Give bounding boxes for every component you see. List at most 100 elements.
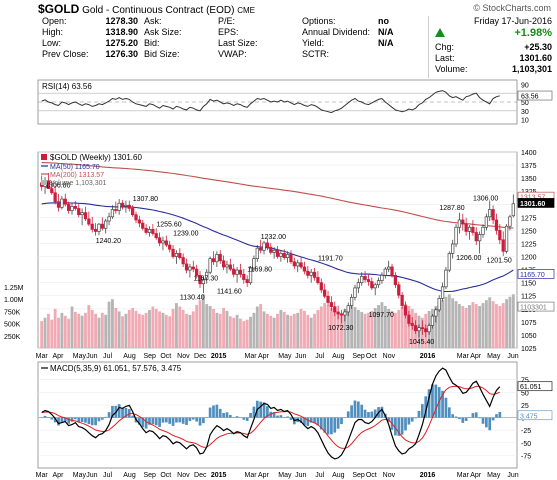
candle-body xyxy=(147,229,152,233)
candle-body xyxy=(504,225,509,252)
candle-body xyxy=(151,229,155,234)
quote-label: Open: xyxy=(42,16,67,26)
candle-body xyxy=(457,219,462,228)
candle-body xyxy=(134,214,138,221)
candle-body xyxy=(67,203,71,211)
candle-body xyxy=(451,243,455,254)
x-tick-label-bottom: Apr xyxy=(53,472,65,479)
macd-histogram-bar xyxy=(198,417,202,426)
price-annotation: 1130.40 xyxy=(180,294,205,301)
rsi-tick-label: 10 xyxy=(521,118,529,125)
x-tick-label: Jun xyxy=(507,353,518,360)
volume-bar xyxy=(168,316,172,348)
candle-body xyxy=(437,297,441,311)
macd-histogram-bar xyxy=(252,406,256,418)
volume-bar xyxy=(451,298,455,348)
candle-body xyxy=(259,247,263,251)
price-tick-label: 1075 xyxy=(521,320,537,327)
x-tick-label-bottom: Sep xyxy=(352,472,365,479)
candle-body xyxy=(184,263,189,271)
candle-body xyxy=(178,253,182,258)
quote-label: Ask: xyxy=(144,16,162,26)
macd-histogram-bar xyxy=(154,417,158,426)
macd-histogram-bar xyxy=(242,417,246,420)
volume-bar xyxy=(175,303,178,348)
macd-histogram-bar xyxy=(259,401,263,418)
x-tick-label-bottom: Oct xyxy=(366,472,377,479)
candle-body xyxy=(467,226,472,232)
x-tick-label: Nov xyxy=(177,353,190,360)
macd-histogram-bar xyxy=(138,417,141,425)
candle-body xyxy=(407,314,411,324)
volume-bar xyxy=(191,311,195,348)
volume-bar xyxy=(201,294,205,348)
macd-histogram-bar xyxy=(370,411,374,418)
macd-histogram-bar xyxy=(208,407,212,418)
macd-tick-label: -50 xyxy=(521,441,531,448)
last-value: 1301.60 xyxy=(519,53,552,63)
macd-histogram-bar xyxy=(124,407,128,418)
chg-label: Chg: xyxy=(435,42,455,52)
volume-bar xyxy=(289,315,293,348)
rsi-last-tag-box xyxy=(517,90,553,101)
volume-bar xyxy=(336,313,340,348)
macd-histogram-bar xyxy=(289,417,293,420)
candle-body xyxy=(413,325,418,332)
macd-histogram-bar xyxy=(50,417,54,420)
macd-histogram-bar xyxy=(235,416,239,418)
volume-bar xyxy=(67,318,71,348)
price-tick-label: 1200 xyxy=(521,255,537,262)
candle-body xyxy=(326,295,330,303)
macd-histogram-bar xyxy=(104,416,108,418)
macd-histogram-bar xyxy=(441,390,444,418)
candle-body xyxy=(319,282,323,291)
candle-body xyxy=(343,311,347,316)
volume-bar xyxy=(306,314,310,348)
brand-logo: © StockCharts.com xyxy=(473,3,551,13)
candle-body xyxy=(434,309,438,317)
symbol: $GOLD xyxy=(38,2,80,16)
volume-bar xyxy=(340,312,343,348)
candle-body xyxy=(285,254,290,258)
volume-bar xyxy=(488,297,492,348)
volume-bar xyxy=(57,317,60,348)
x-tick-label: Aug xyxy=(332,353,345,360)
x-tick-label: May xyxy=(487,353,501,360)
macd-histogram-bar xyxy=(309,417,313,423)
candle-body xyxy=(282,253,286,258)
candle-body xyxy=(56,201,61,208)
price-tick-label: 1050 xyxy=(521,333,537,340)
price-last-tag: 1165.70 xyxy=(520,272,545,279)
volume-tick-label: 750K xyxy=(4,309,21,316)
candle-body xyxy=(461,219,465,225)
quote-summary: Friday 17-Jun-2016 +1.98% Chg: +25.30 La… xyxy=(428,16,554,78)
candle-body xyxy=(252,258,256,269)
macd-histogram-bar xyxy=(47,417,50,418)
quote-label: VWAP: xyxy=(218,49,247,59)
macd-histogram-bar xyxy=(387,417,391,422)
candle-body xyxy=(464,223,468,232)
x-tick-label: Mar xyxy=(457,353,470,360)
x-tick-label: Sep xyxy=(352,353,365,360)
quote-value: 1318.90 xyxy=(105,27,138,37)
candle-body xyxy=(373,284,377,289)
volume-bar xyxy=(60,312,64,348)
x-tick-label: Jun xyxy=(295,353,306,360)
volume-bar xyxy=(171,308,175,348)
candle-body xyxy=(262,242,266,251)
candle-body xyxy=(400,294,404,307)
volume-bar xyxy=(97,317,101,348)
candle-body xyxy=(141,222,145,229)
candle-body xyxy=(104,220,108,229)
macd-signal-line xyxy=(41,385,500,449)
macd-hist-tag-box xyxy=(517,410,553,421)
volume-bar xyxy=(225,310,229,348)
macd-histogram-bar xyxy=(202,417,205,424)
candle-body xyxy=(424,328,428,333)
macd-histogram-bar xyxy=(346,411,350,418)
candle-body xyxy=(333,306,337,313)
volume-bar xyxy=(205,304,209,348)
macd-histogram-bar xyxy=(323,417,327,433)
ma200-legend: MA(200) 1313.57 xyxy=(50,172,104,179)
candle-body xyxy=(110,209,115,218)
